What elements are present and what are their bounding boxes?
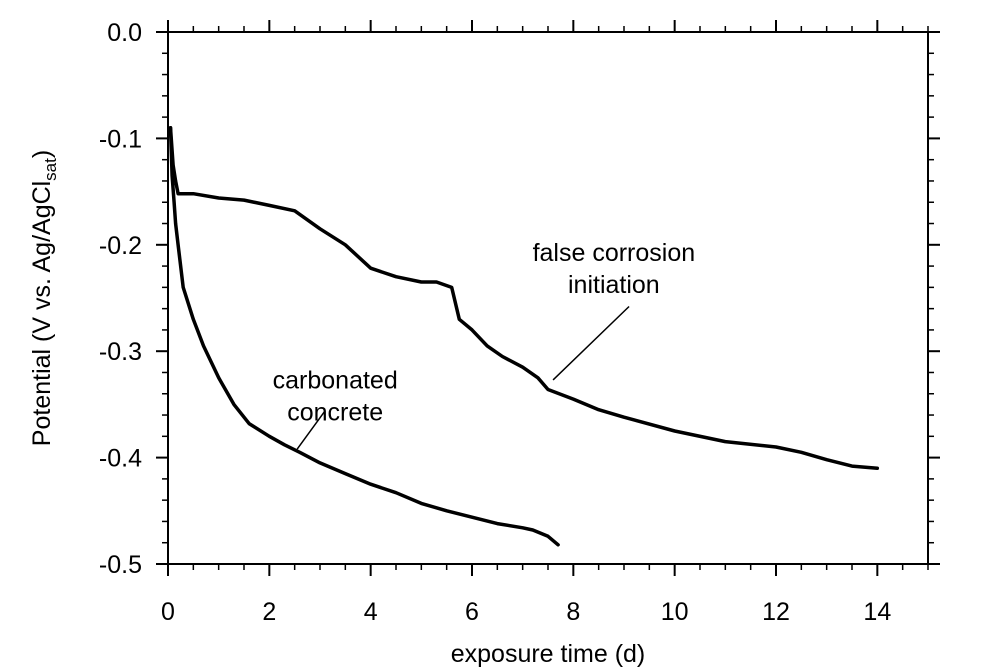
x-tick-label: 8 — [566, 598, 580, 626]
x-tick-label: 4 — [364, 598, 378, 626]
annotation-1-line-1: carbonated — [273, 366, 398, 394]
plot-frame — [167, 31, 929, 565]
y-tick-label: -0.1 — [99, 125, 142, 153]
annotation-1-line-2: concrete — [287, 398, 383, 426]
annotation-2-line-1: false corrosion — [533, 239, 696, 267]
plot-frame-border — [167, 31, 929, 565]
annotation-leader-line — [552, 305, 630, 381]
annotation-2-line-2: initiation — [568, 271, 660, 299]
x-axis-title: exposure time (d) — [451, 640, 646, 668]
y-tick-label: -0.5 — [99, 551, 142, 579]
x-tick-label: 6 — [465, 598, 479, 626]
x-tick-label: 12 — [762, 598, 790, 626]
series-layer — [168, 126, 880, 547]
y-tick-label: -0.2 — [99, 232, 142, 260]
axis-ticks: 0 2 4 6 8 10 12 14 0.0 -0.1 -0.2 -0.3 -0.4 -0.5 — [99, 19, 940, 626]
y-axis-title-subscript: sat — [41, 158, 60, 181]
series-line-2 — [168, 126, 880, 470]
x-tick-label: 10 — [661, 598, 689, 626]
y-axis-title-main: Potential (V vs. Ag/AgCl — [28, 181, 56, 446]
x-tick-label: 2 — [262, 598, 276, 626]
y-tick-label: 0.0 — [107, 19, 142, 47]
series-line-1 — [168, 126, 560, 547]
y-axis-title: Potential (V vs. Ag/AgClsat) — [28, 150, 60, 446]
y-axis-title-close: ) — [28, 150, 56, 158]
annotation-layer: carbonated concrete false corrosion initiat… — [273, 239, 696, 450]
annotation-leader-line — [296, 410, 326, 450]
y-tick-label: -0.4 — [99, 445, 142, 473]
x-tick-label: 14 — [863, 598, 891, 626]
y-tick-label: -0.3 — [99, 338, 142, 366]
x-tick-label: 0 — [161, 598, 175, 626]
